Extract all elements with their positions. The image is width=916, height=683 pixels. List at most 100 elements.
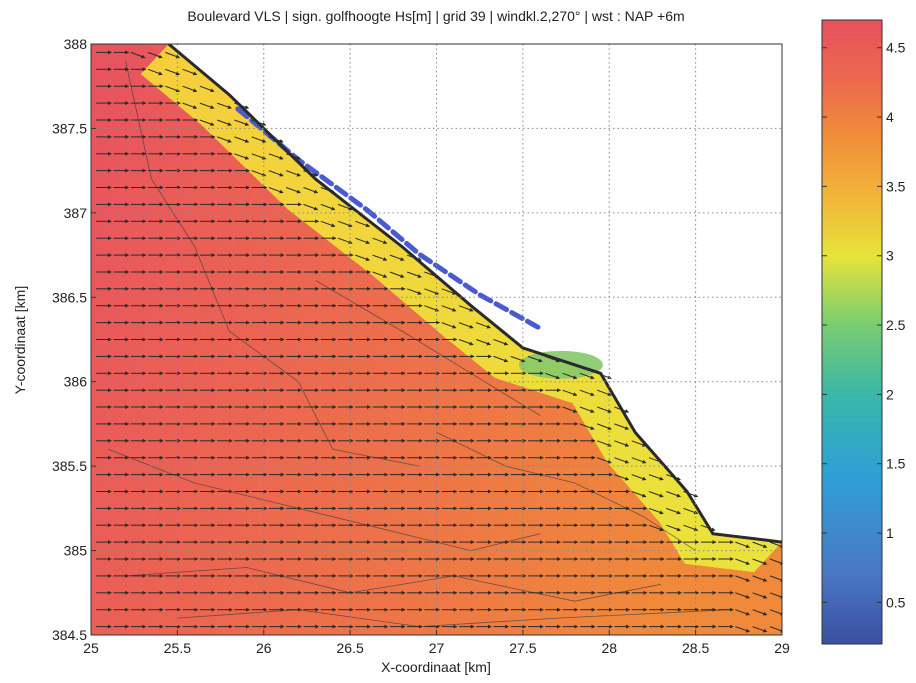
wave-arrow	[389, 271, 405, 278]
x-tick-label: 27	[429, 640, 445, 656]
wave-arrow	[579, 372, 595, 380]
nearshore-band	[140, 44, 782, 573]
wave-arrow	[597, 423, 612, 430]
x-tick-label: 25.5	[164, 640, 191, 656]
wave-arrow	[510, 355, 526, 363]
wave-arrow	[424, 271, 440, 278]
wave-arrow	[216, 119, 232, 126]
colorbar-tick-label: 3.5	[886, 178, 906, 194]
wave-arrow	[199, 102, 215, 109]
wave-arrow	[700, 524, 716, 532]
wave-arrow	[648, 524, 664, 532]
wave-arrow	[597, 457, 612, 464]
y-tick-label: 384.5	[52, 627, 87, 643]
wave-arrow	[147, 68, 163, 76]
colorbar-tick-label: 0.5	[886, 594, 906, 610]
wave-arrow	[752, 592, 768, 599]
wave-arrow	[406, 288, 422, 295]
wave-arrow	[234, 102, 250, 109]
wave-arrow	[648, 507, 664, 515]
wave-arrow	[372, 271, 388, 278]
wave-arrow	[441, 322, 457, 329]
contour-line	[125, 60, 420, 467]
wave-arrow	[752, 558, 768, 565]
harbour-zone	[518, 350, 603, 379]
wave-arrow	[579, 423, 595, 430]
wave-arrow	[648, 491, 664, 498]
wave-arrow	[216, 102, 232, 109]
wave-arrow	[320, 203, 336, 211]
wave-arrow	[735, 592, 751, 599]
chart-title: Boulevard VLS | sign. golfhoogte Hs[m] |…	[187, 8, 684, 24]
wave-arrow	[337, 203, 353, 211]
wave-arrow	[286, 170, 301, 177]
wave-arrow	[165, 85, 181, 93]
wave-arrow	[614, 474, 630, 481]
wave-height-field	[91, 44, 782, 635]
wave-arrow	[458, 305, 474, 312]
colorbar-tick-label: 1.5	[886, 456, 906, 472]
wave-arrow	[234, 119, 250, 126]
colorbar-ticks: 4.5 4 3.5 3 2.5 2 1.5 1 0.5	[822, 40, 906, 610]
y-axis: 388 387.5 387 386.5 386 385.5 385 384.5	[52, 36, 96, 643]
wave-arrow	[735, 541, 751, 549]
wave-arrow	[493, 339, 509, 346]
y-tick-label: 385	[64, 543, 88, 559]
wave-arrow	[286, 153, 301, 160]
wave-arrow	[355, 237, 371, 245]
colorbar	[821, 19, 883, 645]
wave-arrow	[268, 136, 284, 143]
x-axis-label: X-coordinaat [km]	[381, 659, 491, 675]
y-axis-label: Y-coordinaat [km]	[12, 286, 28, 394]
wave-arrow	[562, 372, 578, 380]
wave-arrow	[683, 524, 699, 532]
wave-arrow	[286, 187, 301, 194]
wave-arrow	[320, 220, 336, 228]
x-tick-label: 27.5	[509, 640, 536, 656]
wave-arrow	[268, 187, 284, 194]
colorbar-tick-label: 4.5	[886, 40, 906, 56]
y-tick-label: 385.5	[52, 458, 87, 474]
wave-arrow	[234, 136, 250, 143]
x-tick-label: 26.5	[337, 640, 364, 656]
wave-arrow	[752, 626, 768, 633]
y-tick-label: 386	[64, 374, 88, 390]
wave-arrow	[735, 558, 751, 565]
y-tick-label: 388	[64, 36, 88, 52]
wave-arrow	[614, 423, 630, 430]
wave-arrow	[735, 609, 751, 616]
wave-arrow	[579, 406, 595, 413]
wave-arrow	[648, 474, 664, 481]
wave-arrow	[562, 389, 578, 397]
wave-arrow	[424, 288, 440, 295]
wave-arrow	[752, 575, 768, 582]
wave-arrow	[268, 170, 284, 177]
wave-arrow	[303, 170, 319, 177]
wave-arrow	[614, 457, 630, 464]
y-tick-label: 387	[64, 205, 88, 221]
wave-arrow	[666, 474, 681, 481]
wave-arrow	[182, 68, 198, 76]
y-tick-label: 386.5	[52, 289, 87, 305]
wave-arrow	[458, 322, 474, 329]
x-tick-label: 28.5	[682, 640, 709, 656]
wave-arrow	[182, 102, 198, 109]
wave-arrow	[182, 85, 198, 93]
wave-arrow	[268, 153, 284, 160]
wave-arrow	[597, 389, 612, 397]
wave-arrow	[579, 389, 595, 397]
wave-arrow	[735, 626, 751, 633]
wave-arrow	[631, 491, 647, 498]
x-tick-label: 28	[601, 640, 617, 656]
wave-arrow	[631, 457, 647, 464]
x-tick-label: 25	[83, 640, 99, 656]
wave-arrow	[406, 271, 422, 278]
wave-arrow	[597, 406, 612, 413]
wave-arrow	[631, 474, 647, 481]
wave-arrow	[631, 440, 647, 447]
wave-arrow	[735, 575, 751, 582]
x-axis: 25 25.5 26 26.5 27 27.5 28 28.5 29	[83, 630, 790, 656]
wave-arrow	[320, 187, 336, 194]
wave-arrow	[648, 457, 664, 464]
